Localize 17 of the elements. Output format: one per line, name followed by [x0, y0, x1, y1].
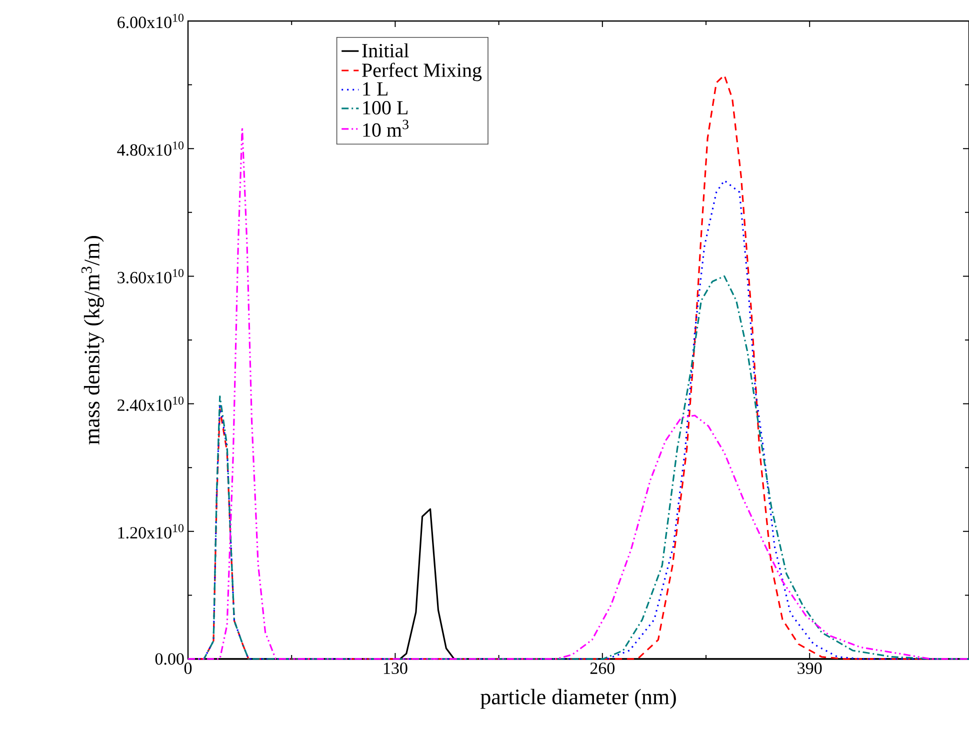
- y-axis-title: mass density (kg/m$^{3}$/m): [81, 236, 104, 444]
- x-tick-label: 130: [384, 662, 408, 674]
- legend-label: 100 L: [363, 101, 408, 114]
- legend-label: 10 m$^{3}$: [363, 120, 408, 137]
- y-tick-label: 3.60x10$^{10}$: [118, 268, 184, 284]
- y-tick-label: 0.00: [155, 653, 184, 665]
- y-tick-label: 6.00x10$^{10}$: [118, 14, 184, 28]
- x-tick-label: 260: [590, 662, 615, 674]
- legend-label: 1 L: [363, 82, 388, 96]
- x-tick-label: 0: [184, 662, 192, 674]
- x-axis-title: particle diameter (nm): [480, 688, 676, 709]
- y-tick-label: 1.20x10$^{10}$: [118, 524, 184, 539]
- y-tick-label: 2.40x10$^{10}$: [118, 396, 184, 411]
- y-tick-label: 4.80x10$^{10}$: [117, 141, 184, 156]
- x-tick-label: 390: [798, 662, 822, 674]
- legend-label: Initial: [362, 43, 409, 58]
- legend-label: Perfect Mixing: [362, 62, 482, 82]
